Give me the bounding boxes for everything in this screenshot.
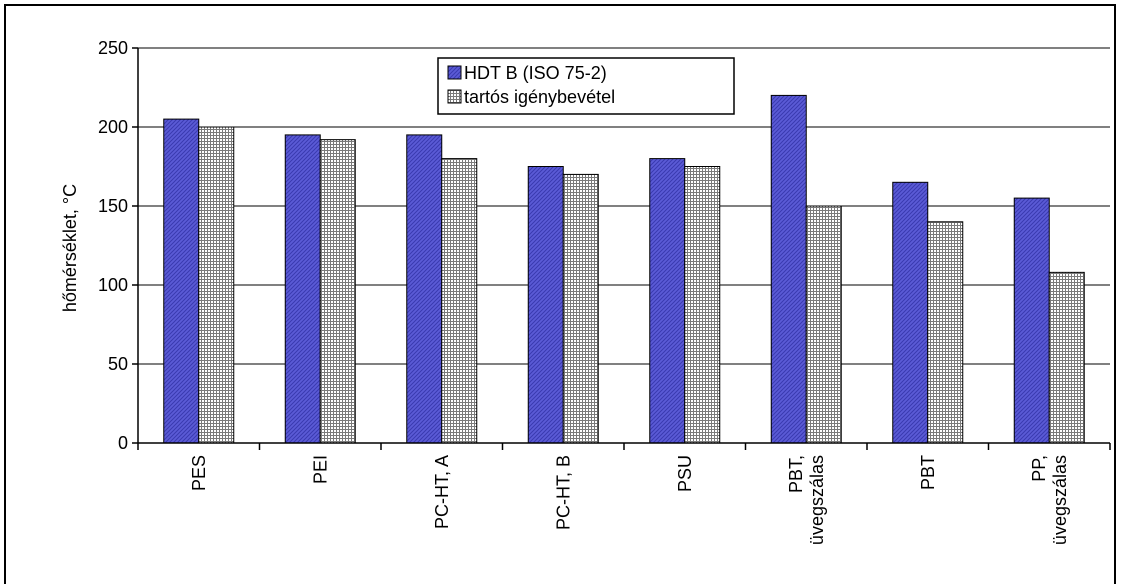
x-category-label: PC-HT, B — [553, 455, 573, 530]
legend: HDT B (ISO 75-2) tartós igénybevétel — [437, 57, 735, 115]
bar-tartos — [1048, 271, 1085, 444]
x-category-label: PBT — [918, 455, 938, 490]
y-tick-label: 150 — [98, 196, 128, 216]
bar-tartos — [441, 158, 478, 444]
bar-tartos — [927, 221, 964, 444]
bar-hdt-b — [770, 94, 807, 444]
bar-hdt-b — [892, 181, 929, 444]
legend-box — [437, 57, 735, 115]
y-tick-label: 250 — [98, 38, 128, 58]
bar-tartos — [562, 173, 599, 444]
x-category-label: PES — [189, 455, 209, 491]
bar-chart: 0 50 100 150 200 250 PES PEI PC-HT, A PC-HT, B PSU… — [60, 38, 1111, 545]
bar-tartos — [805, 205, 842, 444]
x-category-label: üvegszálas — [1050, 455, 1070, 545]
bar-hdt-b — [649, 158, 686, 444]
legend-swatch — [447, 65, 462, 80]
bar-tartos — [684, 166, 721, 444]
y-axis-title: hőmérséklet, °C — [60, 184, 80, 312]
legend-label: HDT B (ISO 75-2) — [464, 63, 607, 83]
bar-hdt-b — [284, 134, 321, 444]
y-tick-label: 0 — [118, 433, 128, 453]
chart-frame: 0 50 100 150 200 250 PES PEI PC-HT, A PC-HT, B PSU… — [4, 4, 1116, 584]
y-tick-label: 50 — [108, 354, 128, 374]
x-category-label: PEI — [310, 455, 330, 484]
bar-hdt-b — [527, 166, 564, 444]
x-category-label: üvegszálas — [807, 455, 827, 545]
x-category-label: PC-HT, A — [432, 455, 452, 529]
legend-swatch — [447, 89, 462, 104]
bar-hdt-b — [163, 118, 200, 444]
bar-hdt-b — [406, 134, 443, 444]
x-category-label: PP, — [1029, 455, 1049, 482]
x-category-label: PSU — [675, 455, 695, 492]
bar-tartos — [319, 139, 356, 444]
y-tick-label: 100 — [98, 275, 128, 295]
bar-hdt-b — [1013, 197, 1050, 444]
x-category-label: PBT, — [786, 455, 806, 493]
y-tick-label: 200 — [98, 117, 128, 137]
legend-label: tartós igénybevétel — [464, 87, 615, 107]
bar-tartos — [198, 126, 235, 444]
